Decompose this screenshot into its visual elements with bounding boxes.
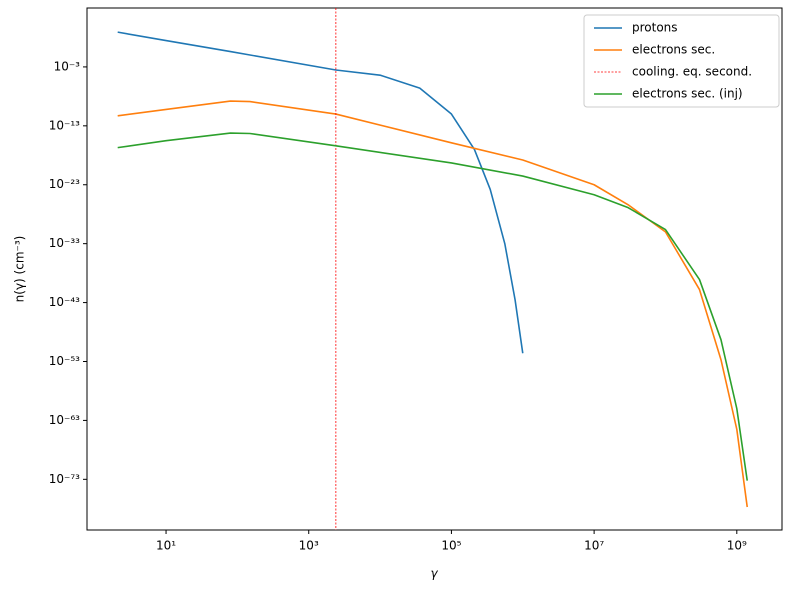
y-tick-label: 10⁻³ bbox=[54, 59, 81, 73]
y-tick-label: 10⁻¹³ bbox=[49, 118, 80, 132]
x-tick-label: 10⁵ bbox=[441, 539, 461, 553]
legend-label: electrons sec. bbox=[632, 43, 715, 57]
legend-box bbox=[583, 14, 780, 108]
y-tick-label: 10⁻⁴³ bbox=[49, 295, 80, 309]
y-tick-label: 10⁻²³ bbox=[49, 177, 80, 191]
plot-frame bbox=[86, 7, 783, 531]
series-line bbox=[117, 31, 524, 354]
x-tick-label: 10³ bbox=[299, 539, 319, 553]
legend-label: cooling. eq. second. bbox=[632, 65, 752, 79]
series-line bbox=[117, 100, 749, 508]
x-tick-label: 10⁷ bbox=[584, 539, 604, 553]
series-line bbox=[117, 132, 749, 481]
legend-label: electrons sec. (inj) bbox=[632, 87, 743, 101]
y-tick-label: 10⁻⁵³ bbox=[49, 354, 80, 368]
y-tick-label: 10⁻⁶³ bbox=[49, 413, 80, 427]
y-tick-label: 10⁻³³ bbox=[49, 236, 80, 250]
y-tick-label: 10⁻⁷³ bbox=[49, 472, 80, 486]
y-axis-label: n(γ) (cm⁻³) bbox=[13, 236, 27, 303]
x-tick-label: 10¹ bbox=[156, 539, 176, 553]
x-axis-label: γ bbox=[430, 567, 438, 581]
legend-label: protons bbox=[632, 21, 678, 35]
x-tick-label: 10⁹ bbox=[727, 539, 747, 553]
